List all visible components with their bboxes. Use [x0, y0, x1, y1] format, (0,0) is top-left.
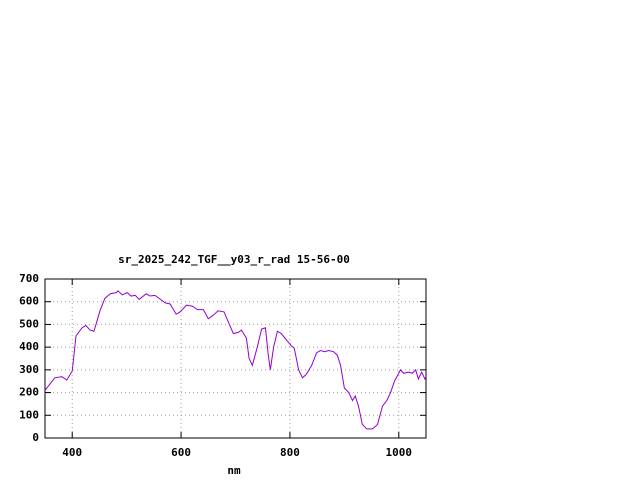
y-tick-label: 300	[19, 363, 39, 376]
y-tick-label: 400	[19, 340, 39, 353]
x-tick-label: 400	[62, 446, 82, 459]
y-tick-label: 100	[19, 408, 39, 421]
chart-title: sr_2025_242_TGF__y03_r_rad 15-56-00	[118, 253, 350, 266]
x-tick-label: 800	[280, 446, 300, 459]
data-line	[44, 290, 427, 430]
x-tick-label: 1000	[386, 446, 413, 459]
y-tick-label: 0	[32, 431, 39, 444]
y-tick-label: 700	[19, 272, 39, 285]
plot-frame	[44, 278, 427, 439]
x-tick-label: 600	[171, 446, 191, 459]
y-tick-label: 600	[19, 295, 39, 308]
y-tick-label: 500	[19, 317, 39, 330]
y-tick-label: 200	[19, 386, 39, 399]
x-axis-label: nm	[227, 464, 241, 477]
